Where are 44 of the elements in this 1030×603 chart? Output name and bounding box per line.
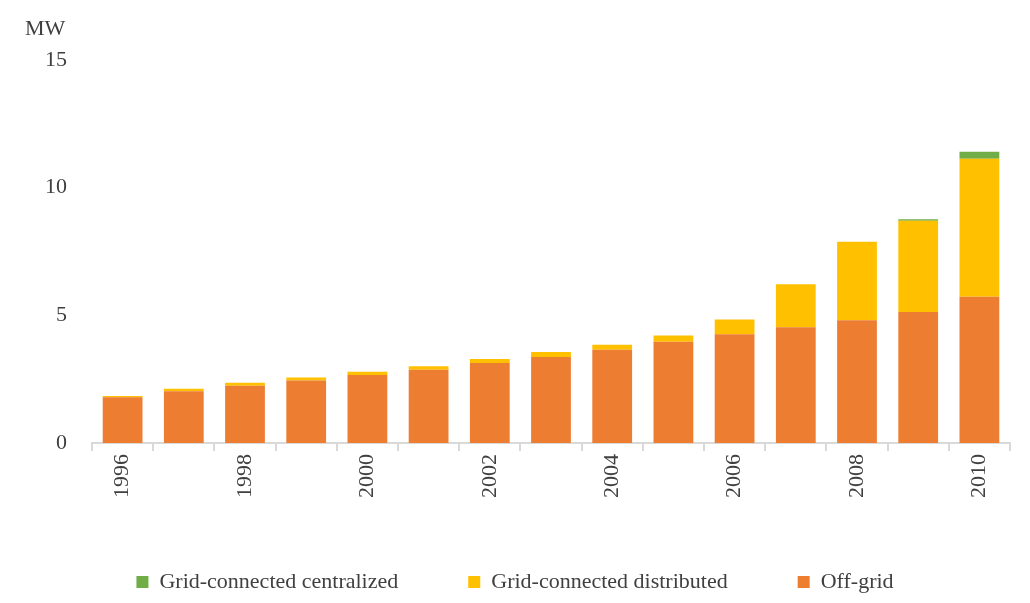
bar <box>286 377 327 381</box>
x-tick-label: 2010 <box>965 454 991 498</box>
bar <box>837 241 877 321</box>
bar <box>347 375 388 443</box>
bar <box>714 334 755 443</box>
bar <box>102 397 143 443</box>
bar <box>469 363 510 443</box>
x-tick-label: 1996 <box>108 454 134 498</box>
bar <box>653 341 694 443</box>
y-tick-label: 10 <box>45 173 67 199</box>
y-tick-label: 0 <box>56 428 67 454</box>
bar <box>775 284 816 328</box>
y-tick-label: 5 <box>56 301 67 327</box>
bar <box>592 349 633 443</box>
bar <box>408 366 449 370</box>
legend-label: Off-grid <box>820 567 894 593</box>
bar <box>959 158 1000 297</box>
x-tick-label: 1998 <box>230 454 256 498</box>
bar <box>225 382 265 386</box>
bar <box>837 320 877 443</box>
bar <box>959 296 1000 443</box>
x-tick-label: 2004 <box>597 454 623 498</box>
x-tick-label: 2000 <box>353 454 379 498</box>
bar <box>592 344 633 350</box>
bar <box>163 391 204 443</box>
bar <box>469 359 510 364</box>
bar <box>531 352 571 357</box>
x-tick-label: 2006 <box>720 454 746 498</box>
y-tick-label: 15 <box>45 45 67 71</box>
bar <box>286 380 327 443</box>
bar <box>531 356 571 443</box>
bar <box>898 312 939 443</box>
x-tick-label: 2008 <box>842 454 868 498</box>
legend-label: Grid-connected centralized <box>159 567 399 593</box>
legend-label: Grid-connected distributed <box>491 567 728 593</box>
bar <box>714 319 755 335</box>
bar <box>225 385 265 443</box>
x-tick-label: 2002 <box>475 454 501 498</box>
bar <box>653 335 694 342</box>
bar <box>898 220 939 313</box>
bar <box>775 327 816 443</box>
bar <box>959 151 1000 159</box>
bar <box>408 369 449 443</box>
y-axis-title: MW <box>25 14 66 40</box>
